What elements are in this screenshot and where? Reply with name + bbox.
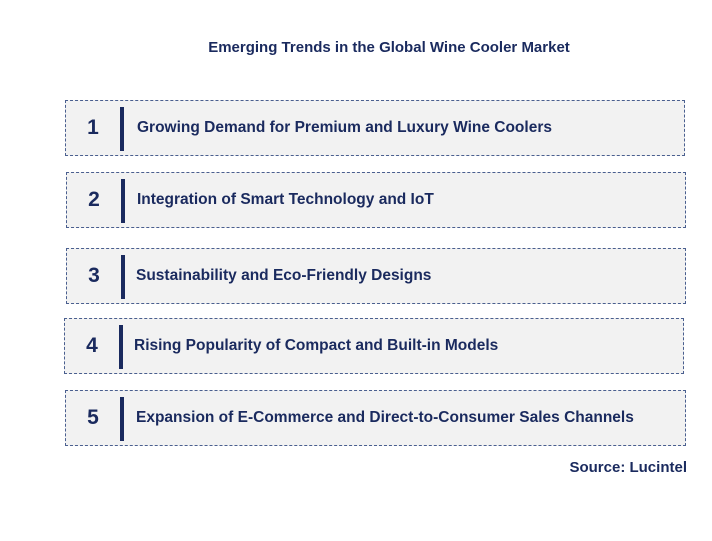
source-note: Source: Lucintel: [569, 459, 687, 476]
trend-number: 1: [87, 116, 99, 139]
trend-divider: [120, 107, 124, 151]
trend-item-1: 1 Growing Demand for Premium and Luxury …: [65, 100, 685, 156]
trend-divider: [121, 179, 125, 223]
trend-item-2: 2 Integration of Smart Technology and Io…: [66, 172, 686, 228]
trend-label: Expansion of E-Commerce and Direct-to-Co…: [136, 409, 634, 426]
trend-label: Integration of Smart Technology and IoT: [137, 191, 434, 208]
trend-label: Sustainability and Eco-Friendly Designs: [136, 267, 432, 284]
trend-number: 3: [88, 264, 100, 287]
trend-number: 2: [88, 188, 100, 211]
trend-number: 5: [87, 406, 99, 429]
trend-item-4: 4 Rising Popularity of Compact and Built…: [64, 318, 684, 374]
trend-item-3: 3 Sustainability and Eco-Friendly Design…: [66, 248, 686, 304]
trend-label: Growing Demand for Premium and Luxury Wi…: [137, 119, 552, 136]
trend-divider: [119, 325, 123, 369]
trend-divider: [120, 397, 124, 441]
trend-number: 4: [86, 334, 98, 357]
trend-label: Rising Popularity of Compact and Built-i…: [134, 337, 499, 354]
diagram-title: Emerging Trends in the Global Wine Coole…: [208, 39, 570, 56]
trend-item-5: 5 Expansion of E-Commerce and Direct-to-…: [65, 390, 686, 446]
trend-divider: [121, 255, 125, 299]
